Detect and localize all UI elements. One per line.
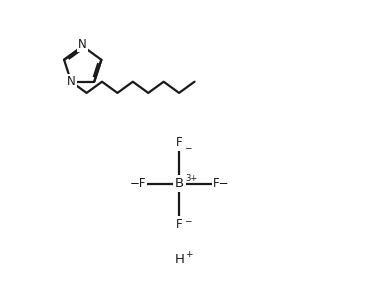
Text: F: F (176, 136, 183, 149)
Text: −: − (184, 143, 192, 152)
Text: B: B (175, 177, 184, 190)
Text: F: F (176, 218, 183, 231)
Text: H: H (175, 253, 184, 266)
Text: N: N (78, 38, 87, 51)
Text: −: − (184, 216, 192, 225)
Text: F−: F− (213, 177, 229, 190)
Text: 3+: 3+ (185, 174, 198, 183)
Text: −F: −F (129, 177, 146, 190)
Text: N: N (67, 75, 76, 88)
Text: +: + (186, 250, 193, 259)
